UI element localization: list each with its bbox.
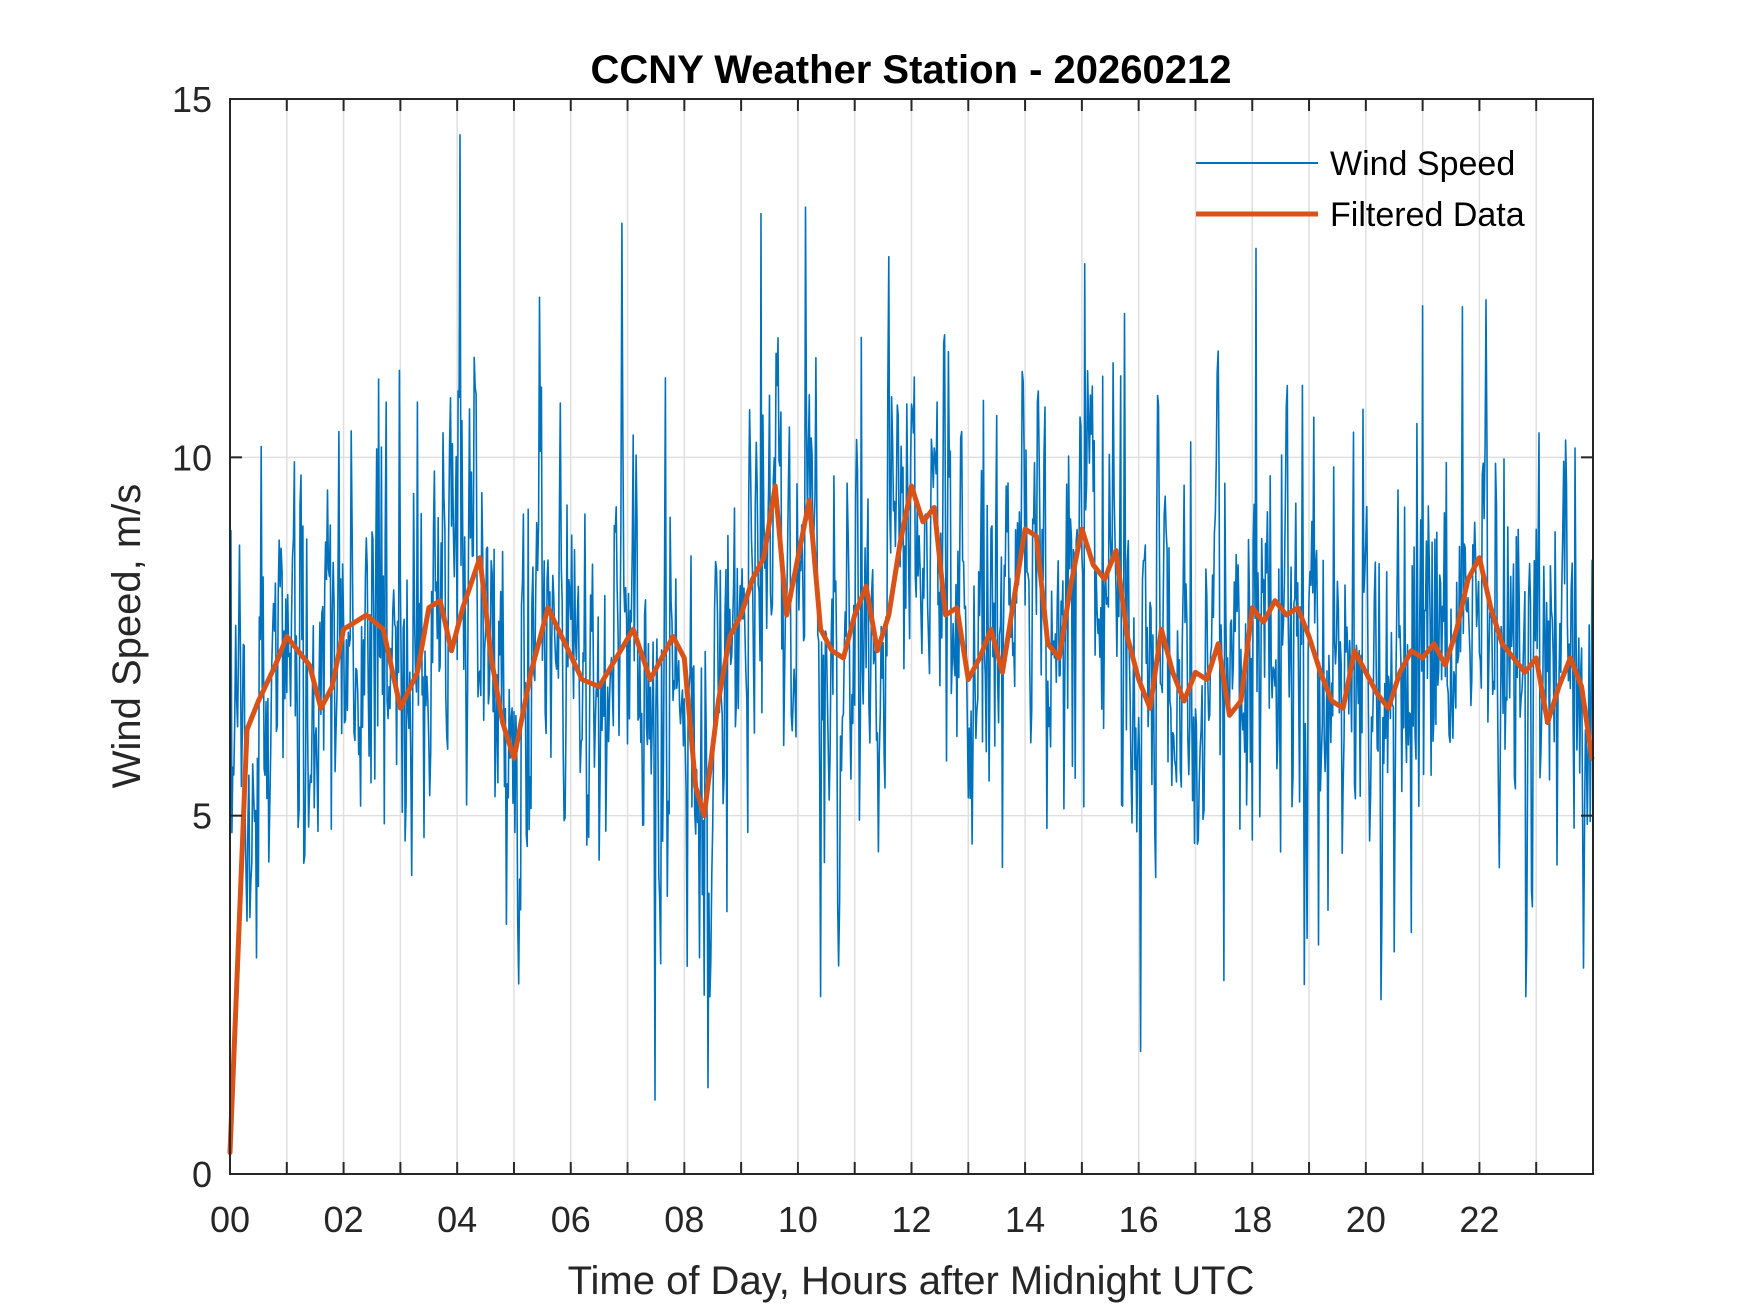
y-tick-label: 0	[192, 1154, 212, 1195]
y-tick-label: 10	[172, 437, 212, 478]
x-tick-label: 14	[1005, 1199, 1045, 1240]
legend-label-filtered-data: Filtered Data	[1330, 196, 1525, 234]
x-tick-label: 18	[1232, 1199, 1272, 1240]
x-axis-label: Time of Day, Hours after Midnight UTC	[568, 1259, 1255, 1303]
y-tick-label: 15	[172, 79, 212, 120]
axis-ticks: 00 02 04 06 08 10 12 14 16 18 20 22 0 5 10 15	[172, 79, 1593, 1240]
x-tick-label: 00	[210, 1199, 250, 1240]
chart-title: CCNY Weather Station - 20260212	[591, 48, 1232, 92]
x-tick-label: 22	[1459, 1199, 1499, 1240]
plot-series	[227, 134, 1595, 1155]
x-tick-label: 20	[1346, 1199, 1386, 1240]
y-axis-label: Wind Speed, m/s	[105, 484, 149, 789]
legend: Wind Speed Filtered Data	[1196, 145, 1525, 234]
series-filtered-data-line	[227, 483, 1595, 1155]
x-tick-label: 06	[551, 1199, 591, 1240]
x-tick-label: 08	[664, 1199, 704, 1240]
y-tick-label: 5	[192, 796, 212, 837]
legend-label-wind-speed: Wind Speed	[1330, 145, 1515, 183]
x-tick-label: 16	[1119, 1199, 1159, 1240]
x-tick-label: 02	[324, 1199, 364, 1240]
x-tick-label: 04	[437, 1199, 477, 1240]
x-tick-label: 12	[891, 1199, 931, 1240]
x-tick-label: 10	[778, 1199, 818, 1240]
